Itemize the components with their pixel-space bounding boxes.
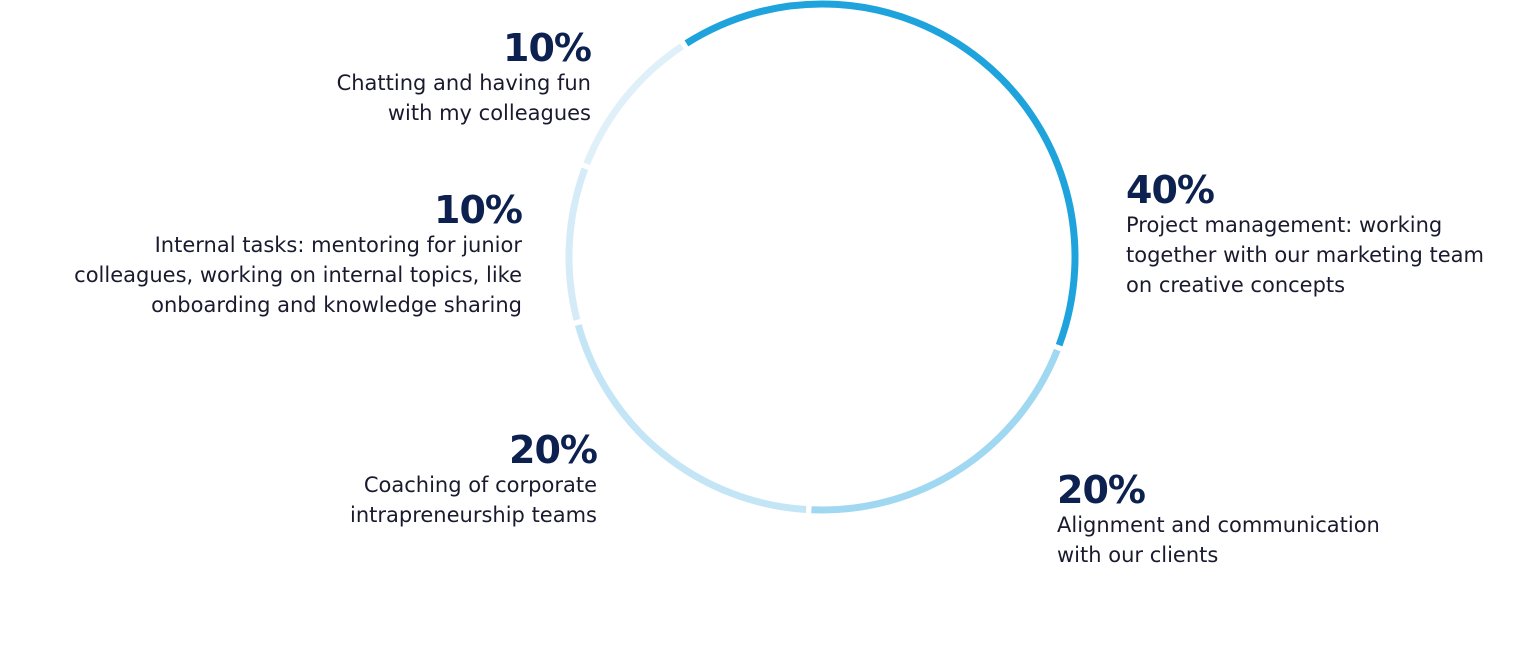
donut-segment: [684, 0, 1079, 347]
donut-segment: [811, 348, 1061, 514]
category-label: Project management: working together wit…: [1126, 213, 1484, 297]
segment-label: 10% Chatting and having fun with my colle…: [336, 26, 592, 128]
segment-label: 20% Coaching of corporate intrapreneurshi…: [350, 428, 598, 530]
value-label: 10%: [434, 188, 523, 232]
category-label: Internal tasks: mentoring for junior col…: [74, 233, 522, 317]
value-label: 20%: [509, 428, 598, 472]
donut-segment: [574, 324, 807, 513]
value-label: 10%: [503, 26, 592, 70]
value-label: 20%: [1057, 468, 1146, 512]
segment-label: 20% Alignment and communication with our …: [1057, 470, 1380, 570]
value-label: 40%: [1126, 168, 1215, 212]
donut-segment: [565, 167, 589, 321]
category-label: Alignment and communication with our cli…: [1057, 513, 1380, 567]
donut-segment: [583, 43, 684, 166]
segment-label: 10% Internal tasks: mentoring for junior …: [74, 188, 523, 320]
category-label: Coaching of corporate intrapreneurship t…: [350, 473, 597, 527]
category-label: Chatting and having fun with my colleagu…: [336, 71, 591, 125]
segment-label: 40% Project management: working together …: [1126, 170, 1484, 300]
